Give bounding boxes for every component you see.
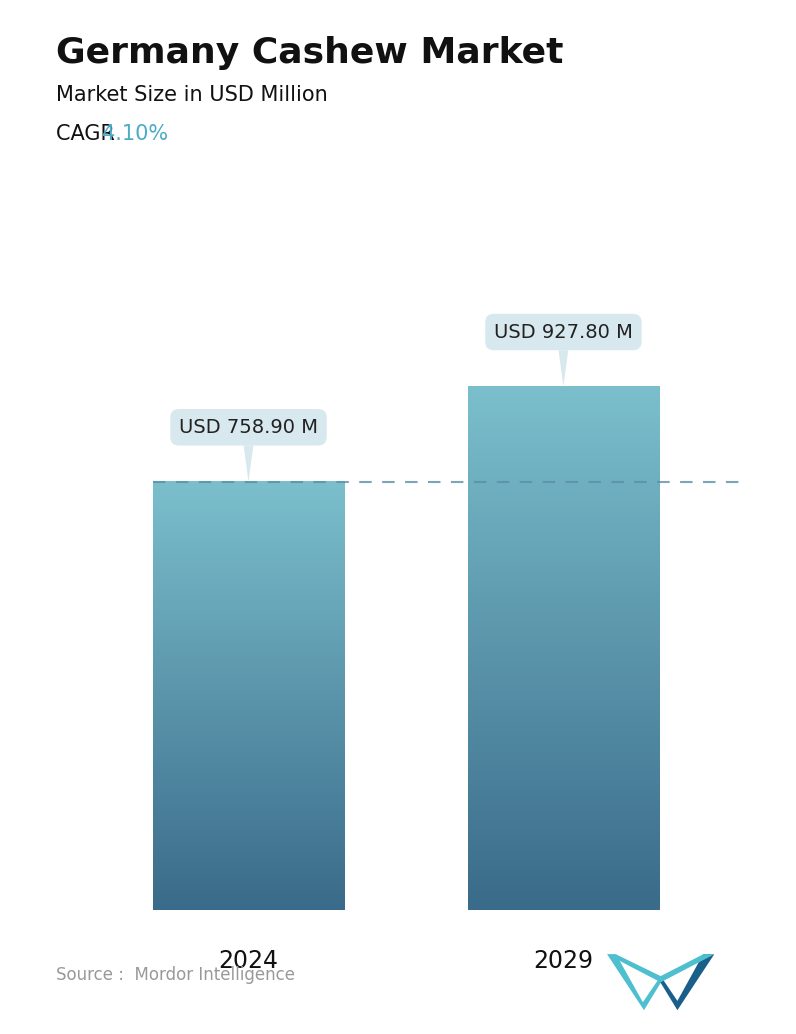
Polygon shape: [607, 954, 714, 982]
Text: CAGR: CAGR: [56, 124, 121, 144]
Text: USD 758.90 M: USD 758.90 M: [179, 418, 318, 482]
Text: 4.10%: 4.10%: [102, 124, 168, 144]
Text: Source :  Mordor Intelligence: Source : Mordor Intelligence: [56, 967, 295, 984]
Text: USD 927.80 M: USD 927.80 M: [494, 323, 633, 387]
Text: 2024: 2024: [219, 949, 279, 973]
Polygon shape: [658, 954, 714, 1010]
Text: 2029: 2029: [533, 949, 593, 973]
Polygon shape: [607, 954, 663, 1010]
Text: Market Size in USD Million: Market Size in USD Million: [56, 85, 327, 104]
Text: Germany Cashew Market: Germany Cashew Market: [56, 36, 564, 70]
